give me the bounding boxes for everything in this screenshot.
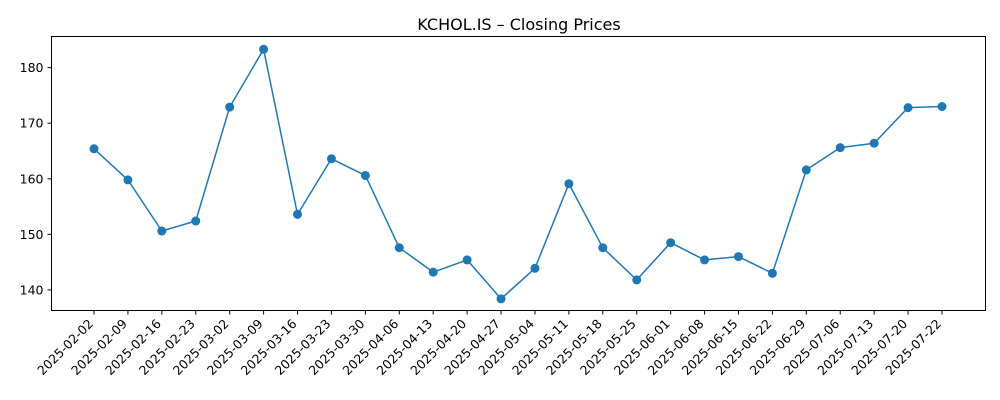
chart-title: KCHOL.IS – Closing Prices [417,15,620,34]
data-point [700,255,710,265]
y-tick-label: 160 [20,171,44,186]
data-point [496,294,506,304]
y-tick-label: 170 [20,116,44,131]
data-point [767,268,777,278]
y-tick-label: 150 [20,227,44,242]
data-point [937,102,947,112]
data-point [89,144,99,154]
y-axis: 140 150 160 170 180 [20,60,52,297]
series-line [93,48,943,300]
data-point [259,44,269,54]
data-point [903,103,913,113]
series-group [89,44,947,304]
data-point [530,263,540,273]
y-tick-label: 140 [20,282,44,297]
data-point [564,179,574,189]
plot-area-frame [51,36,986,311]
data-point [191,216,201,226]
data-point [632,275,642,285]
data-point [225,102,235,112]
data-point [326,154,336,164]
data-point [598,243,608,253]
x-axis: 2025-02-022025-02-092025-02-162025-02-23… [34,310,944,378]
data-point [123,175,133,185]
data-point [428,267,438,277]
data-point [293,209,303,219]
data-point [869,138,879,148]
data-point [462,255,472,265]
data-point [835,143,845,153]
data-point [666,238,676,248]
data-point [801,165,811,175]
y-tick-label: 180 [20,60,44,75]
data-point [394,243,404,253]
data-point [360,170,370,180]
data-point [733,252,743,262]
data-point [157,226,167,236]
